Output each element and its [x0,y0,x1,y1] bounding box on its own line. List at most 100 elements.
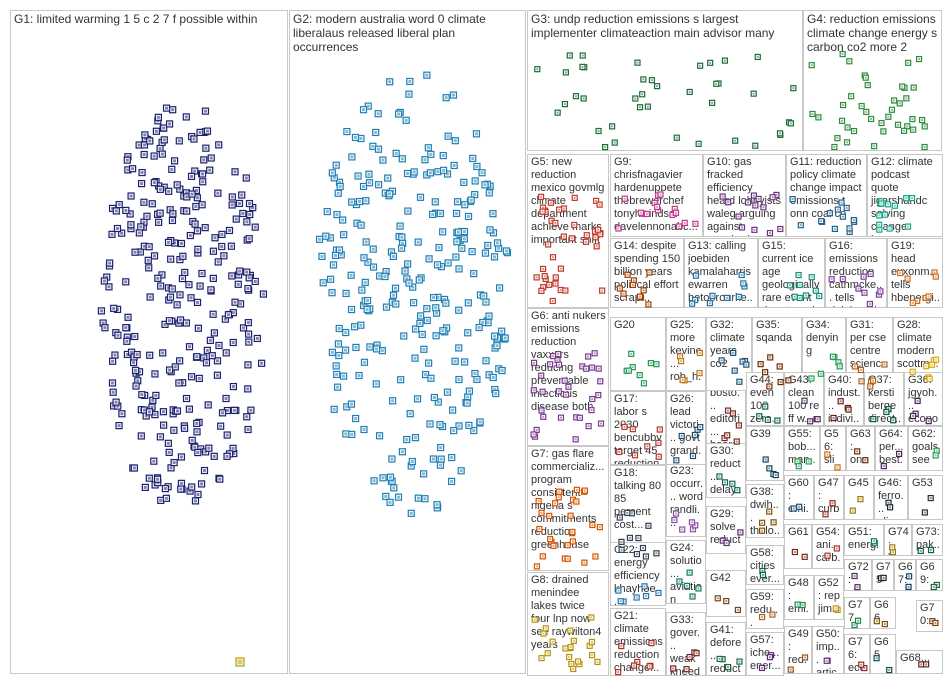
graph-node-fill [362,184,366,188]
graph-node-fill [597,130,600,133]
graph-node-fill [872,418,875,421]
graph-node-fill [194,188,198,192]
graph-node-fill [927,420,930,423]
group-label: G30: reduct... delay... action... [710,445,742,496]
graph-node-fill [142,408,146,412]
graph-node-fill [552,355,555,358]
graph-node-fill [698,372,701,375]
graph-node-fill [797,465,800,468]
graph-node-fill [882,576,885,579]
graph-node-fill [880,202,883,205]
graph-node-fill [459,469,463,473]
graph-node-fill [500,329,504,333]
graph-node-fill [911,414,914,417]
graph-node-fill [195,355,199,359]
graph-node-fill [793,295,796,298]
graph-node-fill [225,454,229,458]
graph-node-fill [818,294,821,297]
graph-node-fill [655,363,658,366]
group-label: G63: one [850,428,871,466]
graph-node-fill [246,428,250,432]
graph-node-fill [695,652,698,655]
graph-node-fill [617,589,620,592]
group-box-g46: G46: ferro... clim... [874,475,908,520]
graph-node-fill [853,365,856,368]
group-box-g77: G77 [844,597,870,629]
graph-node-fill [759,363,762,366]
graph-node-fill [756,55,759,58]
graph-node-fill [466,331,470,335]
graph-node-fill [569,514,572,517]
graph-node-fill [145,214,149,218]
graph-node-fill [407,92,411,96]
graph-node-fill [138,250,142,254]
graph-node-fill [611,125,614,128]
graph-node-fill [648,271,651,274]
graph-node-fill [841,119,844,122]
graph-node-fill [757,197,760,200]
graph-node-fill [140,171,144,175]
graph-node-fill [439,265,443,269]
graph-node-fill [558,363,561,366]
graph-node-fill [168,122,172,126]
graph-node-fill [496,241,500,245]
graph-node-fill [601,289,604,292]
group-label: G6: anti nukers emissions reduction vaxx… [531,310,606,413]
group-box-g68: G68... [896,650,943,674]
graph-node-fill [211,249,215,253]
graph-node-fill [540,511,543,514]
graph-node-fill [718,475,721,478]
graph-node-fill [134,368,138,372]
graph-node-fill [349,273,353,277]
graph-node-fill [563,379,566,382]
graph-node-fill [125,335,129,339]
graph-node-fill [386,176,390,180]
graph-node-fill [733,369,736,372]
graph-node-fill [633,454,636,457]
graph-node-fill [656,85,659,88]
graph-node-fill [450,479,454,483]
graph-node-fill [860,663,863,666]
graph-node-fill [233,170,237,174]
graph-node-fill [175,303,179,307]
graph-node-fill [161,351,165,355]
graph-node-fill [108,261,112,265]
graph-node-fill [890,108,893,111]
graph-node-fill [885,410,888,413]
graph-node-fill [420,332,424,336]
graph-node-fill [344,291,348,295]
graph-node-fill [445,390,449,394]
graph-node-fill [211,276,215,280]
graph-node-fill [457,346,461,350]
graph-node-fill [627,369,630,372]
graph-node-fill [231,311,235,315]
graph-node-fill [804,656,807,659]
graph-node-fill [467,389,471,393]
group-box-g47: G47: curb... carb... [814,475,844,520]
graph-node-fill [200,203,204,207]
graph-node-fill [779,381,782,384]
graph-node-fill [724,481,727,484]
graph-node-fill [435,263,439,267]
graph-node-fill [142,153,146,157]
graph-node-fill [473,193,477,197]
graph-node-fill [883,623,886,626]
graph-node-fill [698,351,701,354]
graph-node-fill [425,173,429,177]
graph-node-fill [737,295,740,298]
graph-node-fill [337,326,341,330]
graph-node-fill [456,230,460,234]
graph-node-fill [911,370,914,373]
graph-node-fill [246,387,250,391]
graph-node-fill [335,213,339,217]
graph-node-fill [617,671,620,674]
graph-node-fill [429,152,433,156]
graph-node-fill [761,529,764,532]
graph-node-fill [230,203,234,207]
graph-node-fill [789,122,792,125]
graph-node-fill [377,183,381,187]
graph-node-fill [556,359,559,362]
graph-node-fill [533,618,536,621]
graph-node-fill [930,549,933,552]
graph-node-fill [356,174,360,178]
